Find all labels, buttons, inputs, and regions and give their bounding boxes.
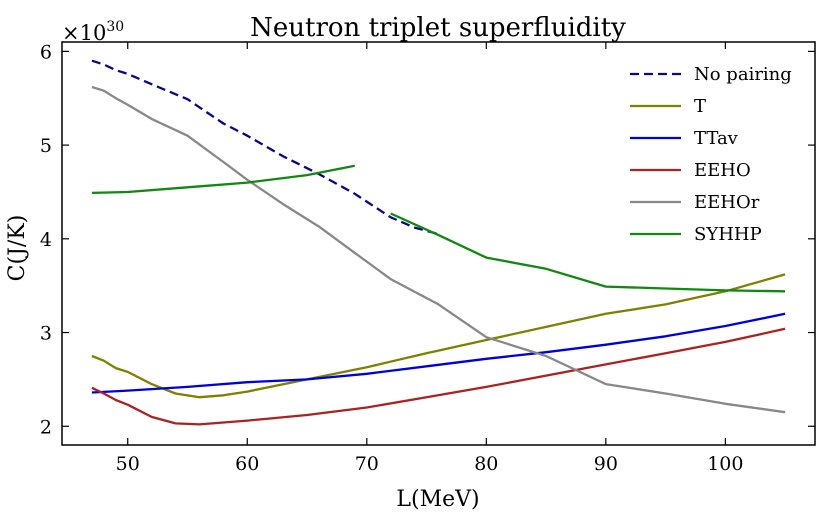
x-tick-label-60: 60: [235, 453, 259, 475]
x-tick-label-100: 100: [707, 453, 743, 475]
legend-label-eehor: EEHOr: [694, 192, 760, 213]
y-axis-label: C(J/K): [5, 215, 30, 282]
series-line-syhhp-cont: [390, 212, 786, 293]
x-tick-label-90: 90: [594, 453, 618, 475]
legend: No pairing T TTav EEHO EEHOr SYHHP: [630, 64, 792, 245]
legend-label-t: T: [694, 96, 706, 117]
legend-label-ttav: TTav: [694, 128, 739, 149]
legend-label-no-pairing: No pairing: [694, 64, 792, 85]
chart-title: Neutron triplet superfluidity: [250, 13, 626, 43]
series-line-ttav: [91, 312, 786, 394]
x-tick-label-50: 50: [116, 453, 140, 475]
series-line-no-pairing: [91, 59, 439, 236]
series-line-t: [91, 273, 786, 399]
y-tick-label-4: 4: [40, 229, 52, 251]
y-tick-label-2: 2: [40, 416, 52, 438]
y-tick-label-5: 5: [40, 135, 52, 157]
plot-frame: [61, 41, 816, 446]
y-tick-label-6: 6: [40, 41, 52, 63]
x-tick-label-80: 80: [474, 453, 498, 475]
series-line-eeho: [91, 327, 786, 426]
series-line-eehor: [91, 85, 786, 414]
y-multiplier-base: ×10: [62, 21, 106, 45]
y-tick-label-3: 3: [40, 323, 52, 345]
series-line-syhhp: [91, 164, 356, 195]
y-multiplier-exponent: 30: [106, 19, 124, 35]
legend-label-eeho: EEHO: [694, 160, 751, 181]
x-tick-label-70: 70: [355, 453, 379, 475]
legend-label-syhhp: SYHHP: [694, 224, 762, 245]
x-axis-label: L(MeV): [396, 487, 479, 512]
series-group: [91, 59, 786, 426]
ticks-group: 50 60 70 80 90 100 2 3 4 5 6: [40, 41, 815, 475]
y-multiplier-label: ×1030: [62, 19, 124, 45]
